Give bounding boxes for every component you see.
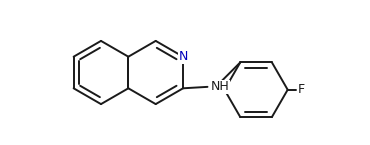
Text: NH: NH (211, 80, 229, 93)
Text: N: N (178, 50, 188, 63)
Text: F: F (298, 83, 305, 96)
